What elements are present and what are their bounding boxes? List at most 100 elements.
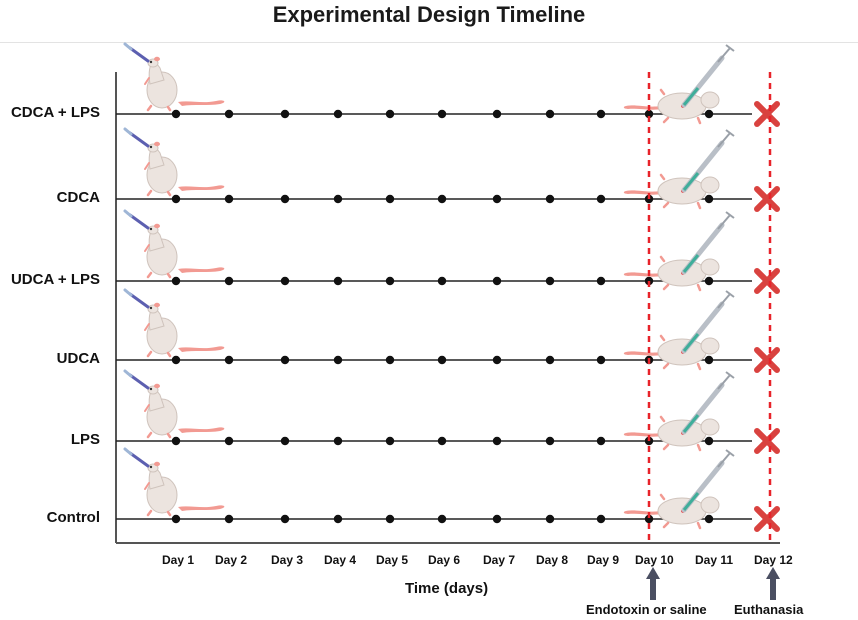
group-label: CDCA + LPS <box>10 104 100 121</box>
timeline-row <box>116 209 777 291</box>
mouse-oral-gavage-icon <box>123 447 226 517</box>
day-dot <box>704 276 714 286</box>
day-dot <box>385 276 395 286</box>
day-dot <box>704 109 714 119</box>
day-dot <box>280 514 290 524</box>
day-dot <box>333 276 343 286</box>
red-cross-icon <box>757 509 777 529</box>
group-label: CDCA <box>56 189 100 206</box>
day-dot <box>492 109 502 119</box>
day-label: Day 8 <box>536 553 569 567</box>
injection-event-label: Endotoxin or saline <box>586 602 707 617</box>
day-dot <box>385 109 395 119</box>
day-dot <box>545 436 555 446</box>
day-dot <box>545 109 555 119</box>
red-cross-icon <box>757 104 777 124</box>
group-label: LPS <box>70 431 100 448</box>
red-cross-icon <box>757 350 777 370</box>
day-dot <box>333 436 343 446</box>
mouse-injection-icon <box>624 450 734 528</box>
day-dot <box>704 194 714 204</box>
day-dot <box>596 109 606 119</box>
day-dot <box>596 514 606 524</box>
day-label: Day 4 <box>324 553 357 567</box>
injection-arrow <box>646 567 660 600</box>
day-dot <box>437 109 447 119</box>
day-dot <box>280 436 290 446</box>
red-cross-icon <box>757 189 777 209</box>
day-label: Day 3 <box>271 553 304 567</box>
day-dot <box>437 194 447 204</box>
day-dot <box>280 355 290 365</box>
day-dot <box>545 355 555 365</box>
day-dot <box>596 355 606 365</box>
title-divider <box>0 42 858 43</box>
day-dot <box>437 514 447 524</box>
day-label: Day 12 <box>754 553 793 567</box>
euthanasia-arrow <box>766 567 780 600</box>
timeline-row <box>116 42 777 124</box>
mouse-oral-gavage-icon <box>123 209 226 279</box>
day-dot <box>333 355 343 365</box>
day-dot <box>171 355 181 365</box>
group-label: UDCA <box>56 350 100 367</box>
day-label: Day 5 <box>376 553 409 567</box>
red-cross-icon <box>757 431 777 451</box>
mouse-oral-gavage-icon <box>123 369 226 439</box>
day-label: Day 1 <box>162 553 195 567</box>
day-dot <box>596 436 606 446</box>
day-dot <box>224 514 234 524</box>
day-dot <box>224 355 234 365</box>
day-dot <box>171 276 181 286</box>
day-dot <box>644 109 654 119</box>
day-dot <box>492 514 502 524</box>
day-dot <box>224 109 234 119</box>
day-dot <box>437 436 447 446</box>
day-dot <box>704 514 714 524</box>
group-label: UDCA + LPS <box>10 271 100 288</box>
day-dot <box>333 514 343 524</box>
red-cross-icon <box>757 271 777 291</box>
day-dot <box>333 109 343 119</box>
mouse-injection-icon <box>624 45 734 123</box>
day-dot <box>385 436 395 446</box>
timeline-row <box>116 127 777 209</box>
day-dot <box>280 194 290 204</box>
mouse-injection-icon <box>624 291 734 369</box>
day-label: Day 7 <box>483 553 516 567</box>
day-dot <box>280 109 290 119</box>
day-dot <box>492 276 502 286</box>
day-dot <box>385 355 395 365</box>
mouse-injection-icon <box>624 130 734 208</box>
mouse-injection-icon <box>624 372 734 450</box>
mouse-oral-gavage-icon <box>123 42 226 112</box>
group-label: Control <box>46 509 100 526</box>
euthanasia-event-label: Euthanasia <box>734 602 804 617</box>
day-dot <box>545 194 555 204</box>
day-dot <box>385 514 395 524</box>
timeline-row <box>116 447 777 529</box>
timeline-row <box>116 369 777 451</box>
day-dot <box>333 194 343 204</box>
day-dot <box>596 194 606 204</box>
mouse-oral-gavage-icon <box>123 127 226 197</box>
day-dot <box>171 109 181 119</box>
day-dot <box>437 276 447 286</box>
x-axis-label: Time (days) <box>405 580 489 597</box>
day-label: Day 11 <box>695 553 734 567</box>
day-dot <box>385 194 395 204</box>
mouse-injection-icon <box>624 212 734 290</box>
day-dot <box>224 276 234 286</box>
diagram-title: Experimental Design Timeline <box>272 2 586 27</box>
day-dot <box>171 194 181 204</box>
day-label: Day 6 <box>428 553 461 567</box>
day-label: Day 10 <box>635 553 674 567</box>
day-dot <box>437 355 447 365</box>
day-label: Day 2 <box>215 553 248 567</box>
day-dot <box>545 514 555 524</box>
day-dot <box>492 194 502 204</box>
day-dot <box>171 436 181 446</box>
day-dot <box>704 436 714 446</box>
day-dot <box>644 514 654 524</box>
